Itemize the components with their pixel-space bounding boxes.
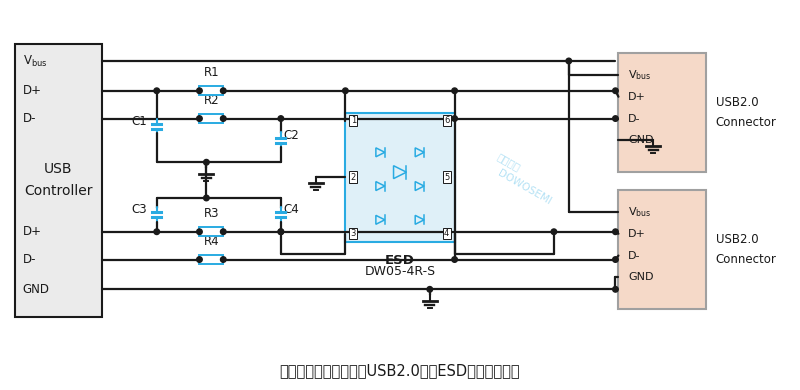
Bar [14,44,102,317]
Circle shape [197,257,202,262]
Bar [199,255,223,264]
Bar [199,227,223,236]
Circle shape [551,229,557,234]
Text: R4: R4 [203,235,219,248]
Text: D+: D+ [22,84,42,97]
Text: Controller: Controller [24,184,93,197]
Circle shape [342,88,348,94]
Text: C1: C1 [131,115,147,128]
Text: 1: 1 [350,116,356,125]
Text: R1: R1 [203,66,219,79]
Circle shape [221,257,226,262]
Text: DOWOSEMI: DOWOSEMI [496,168,553,206]
Circle shape [613,257,618,262]
Circle shape [452,257,458,262]
Text: R2: R2 [203,94,219,106]
Bar [199,114,223,123]
Circle shape [197,88,202,94]
Circle shape [154,88,159,94]
Circle shape [566,58,571,64]
Circle shape [613,287,618,292]
Circle shape [204,195,209,201]
Circle shape [613,116,618,121]
Text: Connector: Connector [716,116,777,129]
Circle shape [154,229,159,234]
Text: D-: D- [22,112,36,125]
Circle shape [221,116,226,121]
Text: $\mathregular{V_{bus}}$: $\mathregular{V_{bus}}$ [628,205,652,219]
Text: D-: D- [628,113,641,124]
Text: GND: GND [628,272,654,282]
Text: D-: D- [628,250,641,261]
Text: ESD: ESD [385,254,415,267]
Text: C2: C2 [284,129,299,142]
Circle shape [221,88,226,94]
Circle shape [278,116,284,121]
Text: USB: USB [44,162,73,176]
Text: C3: C3 [131,204,147,216]
Text: 5: 5 [444,173,450,182]
Text: DW05-4R-S: DW05-4R-S [365,266,435,278]
Text: D+: D+ [628,229,646,239]
Circle shape [452,116,458,121]
Text: $\mathregular{V_{bus}}$: $\mathregular{V_{bus}}$ [22,53,47,69]
Text: D+: D+ [628,92,646,102]
Circle shape [452,88,458,94]
Circle shape [197,229,202,234]
Text: C4: C4 [284,204,299,216]
Text: 2: 2 [350,173,356,182]
Circle shape [221,229,226,234]
Bar [618,190,706,309]
Text: 4: 4 [444,229,450,238]
Circle shape [427,287,433,292]
Bar [199,86,223,95]
Circle shape [613,229,618,234]
Text: D+: D+ [22,225,42,238]
Bar [618,53,706,172]
Text: D-: D- [22,253,36,266]
Text: USB2.0: USB2.0 [716,96,758,109]
Circle shape [278,229,284,234]
Text: 3: 3 [350,229,356,238]
Bar [346,113,454,242]
Circle shape [197,116,202,121]
Text: USB2.0: USB2.0 [716,233,758,246]
Text: 6: 6 [444,116,450,125]
Text: R3: R3 [204,207,219,220]
Text: 东欧电子: 东欧电子 [496,152,522,173]
Circle shape [278,229,284,234]
Circle shape [613,88,618,94]
Circle shape [204,160,209,165]
Text: $\mathregular{V_{bus}}$: $\mathregular{V_{bus}}$ [628,68,652,82]
Text: GND: GND [628,135,654,145]
Text: 汽车多媒体系统双通道USB2.0端口ESD静电保护方案: 汽车多媒体系统双通道USB2.0端口ESD静电保护方案 [280,363,520,378]
Text: Connector: Connector [716,253,777,266]
Text: GND: GND [22,283,50,296]
